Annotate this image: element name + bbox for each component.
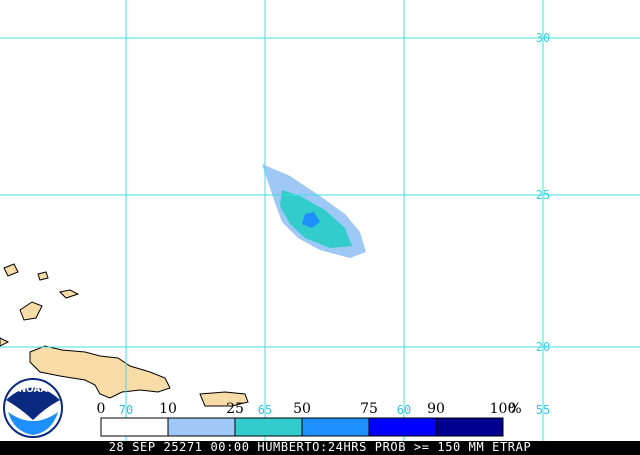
legend-swatch	[435, 417, 504, 437]
legend-tick: 10	[159, 401, 177, 417]
lon-label: 70	[119, 403, 133, 417]
lon-label: 55	[536, 403, 550, 417]
banner-text: 28 SEP 25271 00:00 HUMBERTO:24HRS PROB >…	[109, 440, 532, 454]
lat-labels: 30 25 20 70 65 60 55	[119, 31, 550, 417]
lat-label: 20	[536, 340, 550, 354]
legend-unit: %	[508, 401, 521, 417]
legend-tick: 0	[97, 401, 106, 417]
legend-swatch	[368, 417, 437, 437]
legend-tick: 90	[427, 401, 445, 417]
legend-swatch	[234, 417, 303, 437]
legend-swatch	[301, 417, 370, 437]
grid	[0, 0, 640, 441]
legend-swatch	[100, 417, 169, 437]
lat-label: 25	[536, 188, 550, 202]
legend-tick: 100	[490, 401, 517, 417]
legend-tick: 50	[293, 401, 311, 417]
logo-text: NOAA	[19, 385, 48, 395]
legend-tick: 25	[226, 401, 244, 417]
legend-swatch	[167, 417, 236, 437]
probability-area	[262, 164, 366, 258]
banner-bg	[0, 441, 640, 455]
lat-label: 30	[536, 31, 550, 45]
noaa-logo: NOAA	[3, 378, 63, 438]
lon-label: 60	[397, 403, 411, 417]
land	[0, 263, 249, 407]
lon-label: 65	[258, 403, 272, 417]
legend-tick: 75	[360, 401, 378, 417]
legend: 0 10 25 50 75 90 100%	[97, 401, 522, 437]
